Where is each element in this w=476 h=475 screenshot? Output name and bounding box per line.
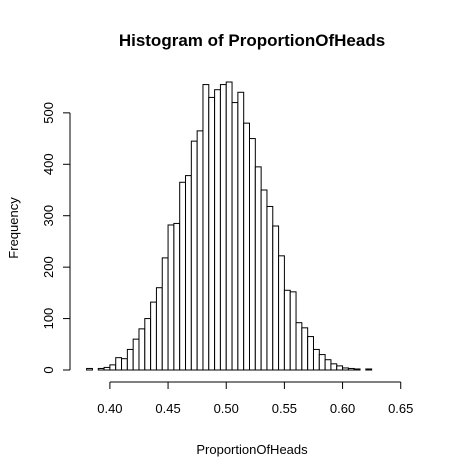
- histogram-bar: [214, 89, 221, 371]
- histogram-bar: [150, 301, 157, 371]
- histogram-bar: [237, 91, 245, 371]
- histogram-bar: [179, 181, 187, 371]
- histogram-bar: [347, 367, 355, 371]
- histogram-bars: [86, 81, 373, 371]
- x-axis: 0.40 0.45 0.50 0.55 0.60 0.65: [97, 381, 413, 416]
- histogram-bar: [272, 225, 280, 371]
- histogram-bar: [312, 348, 320, 371]
- histogram-bar: [266, 205, 274, 371]
- chart-title: Histogram of ProportionOfHeads: [119, 31, 385, 50]
- histogram-bar: [307, 336, 314, 371]
- histogram-bar: [138, 328, 146, 371]
- histogram-bar: [289, 291, 297, 371]
- y-tick-label: 500: [41, 102, 56, 124]
- x-tick-label: 0.40: [97, 401, 122, 416]
- y-tick-label: 200: [41, 256, 56, 278]
- histogram-bar: [161, 257, 169, 371]
- histogram-bar: [132, 338, 140, 371]
- histogram-bar: [278, 255, 285, 371]
- histogram-bar: [97, 367, 105, 371]
- histogram-bar: [231, 102, 239, 371]
- x-tick-label: 0.55: [272, 401, 297, 416]
- histogram-bar: [190, 140, 198, 371]
- x-tick-label: 0.65: [388, 401, 413, 416]
- histogram-bar: [167, 224, 175, 371]
- histogram-bar: [318, 354, 326, 371]
- histogram-bar: [301, 327, 309, 371]
- histogram-bar: [86, 367, 93, 371]
- histogram-bar: [208, 96, 216, 371]
- histogram-bar: [295, 322, 303, 371]
- y-tick-label: 400: [41, 153, 56, 175]
- y-axis-label: Frequency: [6, 197, 21, 259]
- histogram-bar: [121, 358, 128, 371]
- histogram-bar: [103, 366, 111, 371]
- histogram-bar: [336, 365, 344, 371]
- histogram-bar: [324, 359, 332, 371]
- x-tick-label: 0.45: [155, 401, 180, 416]
- histogram-bar: [155, 287, 163, 371]
- histogram-bar: [202, 84, 210, 371]
- histogram-bar: [144, 318, 152, 371]
- histogram-bar: [249, 138, 256, 371]
- histogram-bar: [353, 368, 361, 371]
- histogram-bar: [330, 363, 338, 371]
- histogram-bar: [365, 368, 373, 371]
- histogram-bar: [342, 367, 349, 371]
- histogram-bar: [115, 357, 123, 371]
- histogram-bar: [254, 166, 262, 371]
- histogram-bar: [173, 222, 181, 371]
- histogram-bar: [109, 364, 117, 371]
- y-axis: 0 100 200 300 400 500: [41, 102, 71, 374]
- histogram-bar: [185, 175, 192, 371]
- x-tick-label: 0.50: [214, 401, 239, 416]
- x-tick-label: 0.60: [330, 401, 355, 416]
- y-tick-label: 100: [41, 308, 56, 330]
- histogram-bar: [126, 348, 134, 371]
- histogram-bar: [283, 289, 291, 371]
- histogram-bar: [219, 84, 227, 371]
- histogram-bar: [196, 130, 204, 371]
- histogram-bar: [260, 189, 268, 371]
- x-axis-label: ProportionOfHeads: [196, 442, 308, 457]
- histogram-bar: [243, 122, 250, 371]
- y-tick-label: 0: [41, 366, 56, 373]
- y-tick-label: 300: [41, 205, 56, 227]
- histogram-bar: [225, 81, 233, 371]
